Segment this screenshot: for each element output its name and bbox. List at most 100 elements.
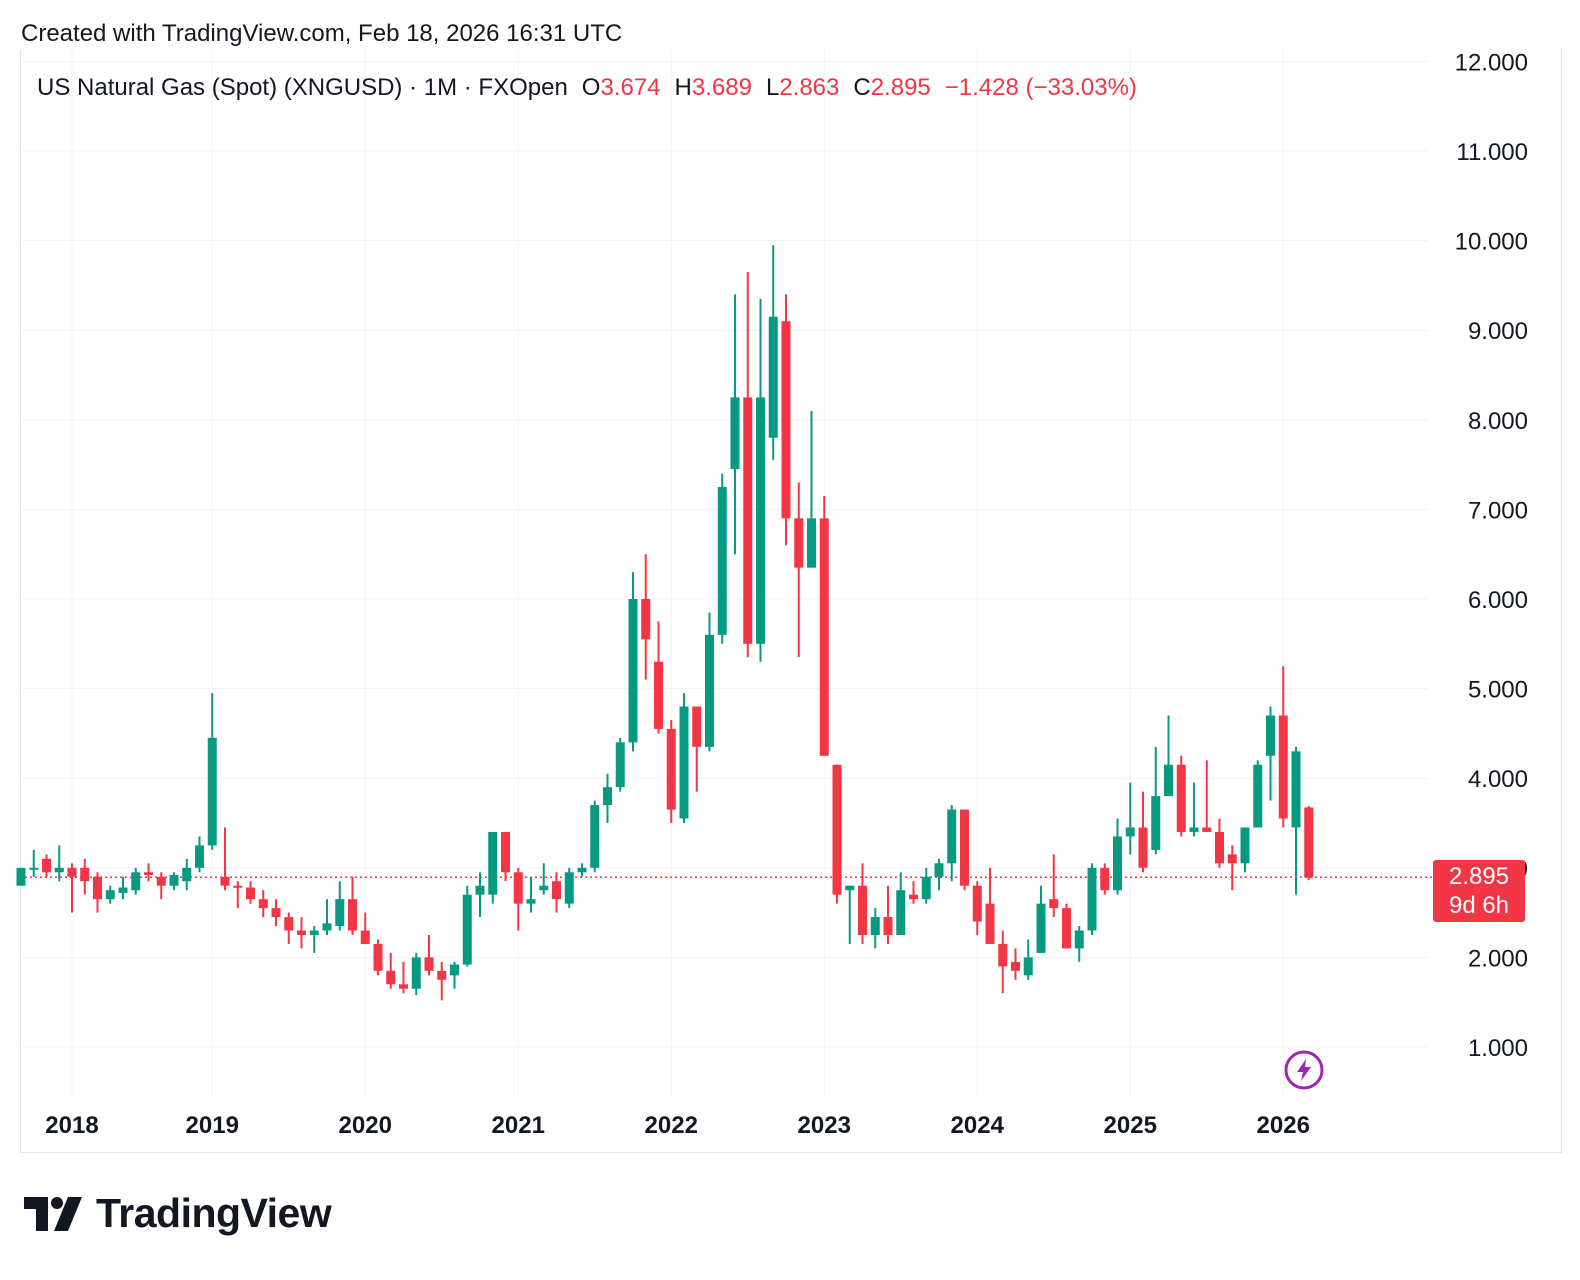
candle[interactable] [1138,791,1148,873]
lightning-alert-icon[interactable] [1284,1050,1324,1090]
candle[interactable] [411,952,421,996]
candle[interactable] [233,881,243,909]
candle[interactable] [144,863,153,882]
candle[interactable] [246,881,255,904]
candle[interactable] [705,612,714,752]
candle[interactable] [615,737,625,792]
candle[interactable] [1074,926,1084,962]
candle[interactable] [1011,948,1020,980]
candle[interactable] [348,876,357,935]
candle[interactable] [437,961,447,1001]
candle[interactable] [93,872,102,913]
candle[interactable] [1291,746,1301,895]
candle[interactable] [1240,827,1250,873]
candle[interactable] [1113,818,1122,895]
symbol-title[interactable]: US Natural Gas (Spot) (XNGUSD) · 1M · FX… [37,74,568,101]
candle[interactable] [386,952,396,989]
candle[interactable] [794,482,804,658]
candle[interactable] [998,930,1008,994]
candle[interactable] [182,858,192,891]
candle[interactable] [1278,666,1288,828]
candle[interactable] [450,961,459,989]
candle[interactable] [921,867,931,904]
candle[interactable] [513,867,523,931]
candle[interactable] [692,706,702,792]
candle[interactable] [564,867,574,909]
candlestick-chart[interactable]: 1.0002.0003.0004.0005.0006.0007.0008.000… [0,0,1580,1160]
candle[interactable] [1215,818,1224,868]
candle[interactable] [1266,706,1275,801]
candle[interactable] [195,836,204,873]
candle[interactable] [985,867,995,944]
candle[interactable] [909,881,918,904]
candle[interactable] [577,863,587,877]
candle[interactable] [399,961,408,994]
candle[interactable] [1304,806,1314,881]
candle[interactable] [322,899,332,935]
candle[interactable] [29,849,39,877]
candle[interactable] [1125,782,1135,855]
candle[interactable] [552,872,561,913]
candle[interactable] [501,831,510,882]
candle[interactable] [768,245,778,461]
candle[interactable] [1189,782,1199,837]
candle[interactable] [131,867,141,895]
candle[interactable] [883,885,893,944]
candle[interactable] [666,719,676,823]
candle[interactable] [309,926,319,953]
candle[interactable] [781,294,791,546]
candle[interactable] [756,298,765,662]
candle[interactable] [641,554,651,680]
candle[interactable] [1036,885,1046,953]
candle[interactable] [730,294,740,555]
candle[interactable] [105,885,115,904]
candle[interactable] [947,805,957,882]
candle[interactable] [1253,760,1263,828]
candle[interactable] [870,908,880,949]
candle[interactable] [169,872,179,891]
candle[interactable] [475,872,485,918]
candle[interactable] [335,881,345,931]
candle[interactable] [297,917,306,949]
candle[interactable] [590,800,600,873]
candle[interactable] [539,863,549,895]
tradingview-brand[interactable]: TradingView [24,1190,332,1237]
candle[interactable] [1087,863,1097,935]
candle[interactable] [679,693,689,823]
candle[interactable] [717,473,727,644]
candle[interactable] [807,410,816,568]
candle[interactable] [934,858,944,891]
candle[interactable] [1049,854,1059,918]
candle[interactable] [488,831,498,904]
candle[interactable] [1164,715,1173,797]
candle[interactable] [819,495,829,756]
candle[interactable] [284,912,294,944]
candle[interactable] [462,885,472,967]
candle[interactable] [603,773,612,823]
candle[interactable] [360,912,370,944]
candle[interactable] [1202,760,1212,832]
candle[interactable] [271,899,281,927]
candle[interactable] [1100,863,1110,895]
candle[interactable] [743,271,753,658]
candle[interactable] [54,845,64,882]
candle[interactable] [67,863,77,913]
candle[interactable] [526,876,536,913]
candle[interactable] [1176,755,1186,837]
candle[interactable] [628,572,638,752]
candle[interactable] [80,858,90,895]
candle[interactable] [654,621,663,734]
candle[interactable] [207,693,217,850]
candle[interactable] [156,872,166,900]
candle[interactable] [42,854,51,877]
candle[interactable] [1227,845,1237,891]
candle[interactable] [16,867,26,886]
candle[interactable] [972,881,982,935]
candle[interactable] [373,939,383,976]
candle[interactable] [220,827,230,891]
candle[interactable] [1023,939,1033,980]
candle[interactable] [118,876,128,900]
candle[interactable] [258,890,268,918]
candle[interactable] [896,872,906,935]
candle[interactable] [1151,746,1161,855]
